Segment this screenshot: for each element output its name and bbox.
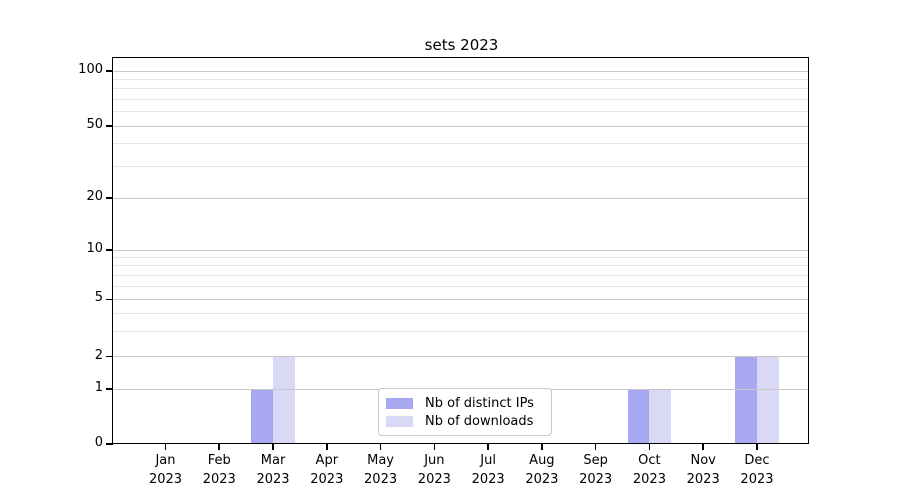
x-tick-mark [164, 444, 167, 450]
y-tick-mark [106, 125, 113, 127]
y-gridline-minor [113, 256, 809, 258]
y-tick-label: 100 [78, 62, 103, 77]
x-tick-mark [648, 444, 651, 450]
x-tick-mark [218, 444, 221, 450]
x-tick-label: Nov 2023 [686, 453, 720, 487]
y-tick-label: 0 [94, 435, 103, 450]
bar-downloads [756, 356, 779, 444]
plot-frame [112, 57, 809, 444]
bar-downloads [649, 389, 672, 444]
legend-swatch-downloads [386, 416, 413, 427]
y-gridline-minor [113, 165, 809, 167]
x-tick-mark [541, 444, 543, 450]
y-tick-mark [106, 298, 113, 301]
x-tick-label: Mar 2023 [256, 453, 290, 487]
legend-entry-distinct-ips: Nb of distinct IPs [386, 395, 543, 412]
legend-swatch-distinct-ips [386, 398, 413, 409]
x-tick-label: Sep 2023 [579, 453, 613, 487]
y-tick-mark [106, 388, 113, 390]
y-tick-label: 2 [94, 347, 103, 363]
x-tick-label: Apr 2023 [310, 453, 344, 487]
chart-title: sets 2023 [424, 36, 499, 54]
bar-distinct-ips [627, 389, 650, 444]
x-tick-mark [433, 444, 436, 450]
x-tick-mark [702, 444, 704, 450]
x-tick-label: Jun 2023 [417, 453, 451, 487]
x-tick-mark [379, 444, 382, 450]
y-tick-mark [106, 355, 113, 358]
legend-label-downloads: Nb of downloads [425, 414, 534, 429]
y-gridline-minor [113, 111, 809, 113]
y-gridline-major [113, 70, 809, 72]
y-gridline-major [113, 249, 809, 251]
y-tick-label: 20 [86, 189, 103, 204]
x-tick-label: Aug 2023 [525, 453, 559, 487]
x-tick-mark [487, 444, 489, 450]
x-tick-mark [272, 444, 274, 450]
y-gridline-minor [113, 285, 809, 287]
y-tick-mark [106, 249, 113, 251]
x-tick-mark [756, 444, 758, 450]
y-tick-mark [106, 70, 113, 72]
y-tick-mark [106, 197, 113, 199]
x-tick-label: Jan 2023 [148, 453, 183, 487]
legend-entry-downloads: Nb of downloads [386, 413, 543, 430]
x-tick-mark [326, 444, 328, 450]
y-gridline-minor [113, 274, 809, 276]
y-tick-label: 5 [94, 290, 103, 306]
bar-distinct-ips [251, 389, 274, 444]
legend-label-distinct-ips: Nb of distinct IPs [425, 396, 534, 411]
y-gridline-minor [113, 312, 809, 314]
y-gridline-major [113, 298, 809, 300]
y-gridline-minor [113, 330, 809, 332]
y-tick-label: 50 [86, 117, 103, 132]
y-gridline-major [113, 125, 809, 127]
y-gridline-minor [113, 98, 809, 100]
x-tick-label: Oct 2023 [632, 453, 666, 487]
y-tick-label: 10 [86, 241, 103, 256]
legend: Nb of distinct IPs Nb of downloads [378, 388, 552, 436]
x-tick-label: Jul 2023 [471, 453, 505, 487]
bar-downloads [273, 356, 295, 444]
y-gridline-minor [113, 143, 809, 145]
bar-distinct-ips [735, 356, 757, 444]
y-tick-label: 1 [94, 380, 103, 395]
y-gridline-minor [113, 78, 809, 80]
x-tick-label: Dec 2023 [740, 453, 774, 487]
y-gridline-minor [113, 265, 809, 267]
x-tick-mark [594, 444, 597, 450]
x-tick-label: Feb 2023 [202, 453, 236, 487]
y-tick-mark [106, 443, 113, 445]
x-tick-label: May 2023 [364, 453, 398, 487]
y-gridline-minor [113, 88, 809, 90]
y-gridline-major [113, 356, 809, 358]
y-gridline-major [113, 197, 809, 199]
